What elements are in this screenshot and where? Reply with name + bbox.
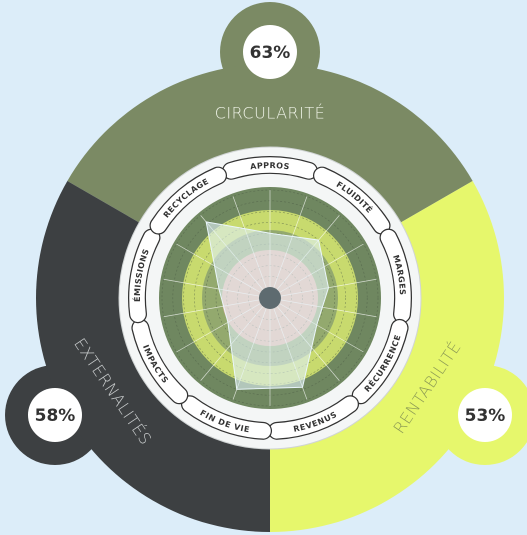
pillar-score-badge	[243, 25, 297, 79]
pillar-score: 53%	[465, 406, 506, 426]
label-pill	[352, 320, 408, 404]
pillar-score-badge	[458, 388, 512, 442]
pillar-title: CIRCULARITÉ	[215, 104, 326, 123]
pillar-score: 58%	[35, 406, 76, 426]
label-pill	[129, 229, 160, 322]
axis-label-text: APPROS	[250, 161, 290, 171]
label-pill	[269, 396, 358, 439]
label-pill	[182, 396, 271, 439]
label-pill	[132, 320, 188, 404]
grid-circle	[183, 211, 357, 385]
label-pill	[223, 157, 317, 179]
label-pill	[314, 167, 390, 234]
center-dot	[259, 287, 281, 309]
pillar-score: 63%	[250, 43, 291, 63]
label-pill	[150, 167, 226, 234]
label-pill	[380, 229, 411, 322]
pillar-score-badge	[28, 388, 82, 442]
grid-circle	[194, 222, 346, 374]
axis-label: APPROS	[250, 161, 291, 171]
